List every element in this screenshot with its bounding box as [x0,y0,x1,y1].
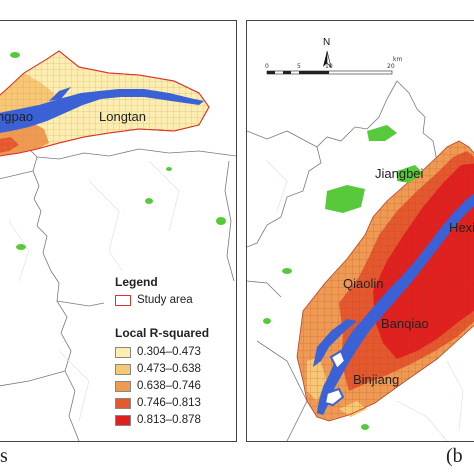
legend-class-swatch [115,414,131,426]
legend-subtitle: Local R-squared [115,326,210,340]
left-map-panel: ngpao Longtan Legend Study area Local R-… [0,20,237,442]
place-label-binjiang: Binjiang [353,372,400,387]
legend-class-label: 0.813–0.878 [137,414,201,426]
left-map-canvas [0,50,236,441]
study-area-surface [0,50,210,157]
map-legend: Legend Study area Local R-squared 0.304–… [107,271,231,433]
right-map-canvas [247,50,474,441]
scale-unit: km [393,56,403,63]
legend-class-label: 0.473–0.638 [137,363,201,375]
north-label: N [323,37,331,48]
study-area-swatch [115,294,131,306]
study-area-label: Study area [137,294,193,306]
legend-class-swatch [115,346,131,358]
place-label-west: ngpao [0,109,34,124]
yangtze-river [0,87,204,133]
legend-class-swatch [115,363,131,375]
district-boundaries [247,80,474,441]
place-label-longtan: Longtan [99,109,146,124]
legend-class-label: 0.638–0.746 [137,380,201,392]
place-label-jiangbei: Jiangbei [375,166,424,181]
legend-class-label: 0.304–0.473 [137,346,201,358]
panel-tag-left: s [0,445,8,467]
scale-tick-0: 0 [265,63,269,70]
right-map-panel: N 0 5 10 20 km Jiangbei Hexi Qiaolin Ban… [246,20,474,442]
legend-class-label: 0.746–0.813 [137,397,201,409]
legend-class-row: 0.638–0.746 [115,379,201,393]
legend-study-area-row: Study area [115,293,193,307]
minor-roads [8,160,180,422]
legend-class-swatch [115,397,131,409]
minor-roads [266,160,464,441]
green-spaces [10,52,226,250]
panel-tag-right: (b [446,445,463,467]
scale-tick-5: 5 [297,63,301,70]
legend-class-row: 0.746–0.813 [115,396,201,410]
legend-class-row: 0.473–0.638 [115,362,201,376]
place-label-banqiao: Banqiao [381,316,429,331]
district-boundaries [0,145,236,441]
north-arrow-icon [323,50,332,68]
scale-bar [266,70,393,75]
legend-title: Legend [115,275,158,289]
yangtze-river [313,193,474,415]
scale-tick-20: 20 [387,63,395,70]
legend-class-row: 0.813–0.878 [115,413,201,427]
place-label-qiaolin: Qiaolin [343,276,384,291]
legend-class-swatch [115,380,131,392]
scale-tick-10: 10 [325,63,333,70]
place-label-hexi: Hexi [449,220,474,235]
legend-class-row: 0.304–0.473 [115,345,201,359]
green-spaces [263,125,423,430]
